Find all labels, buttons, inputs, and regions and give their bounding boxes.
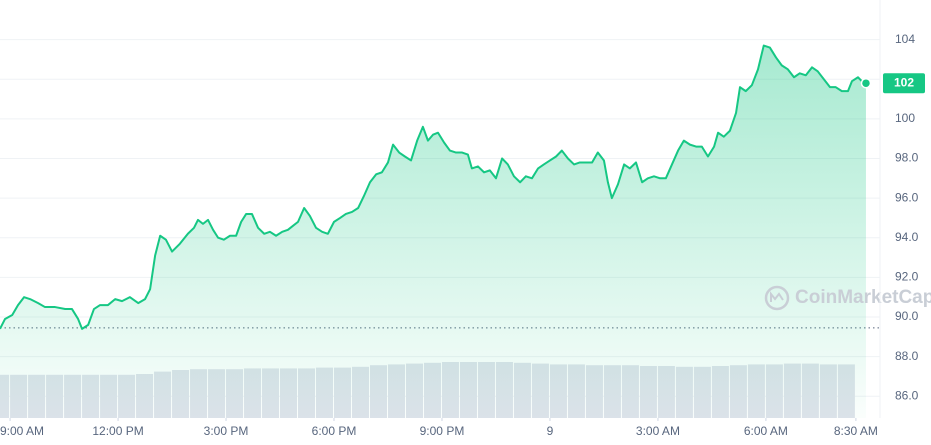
y-tick-label: 94.0: [895, 230, 919, 244]
x-tick-label: 9:00 AM: [0, 424, 44, 438]
price-tag: [883, 73, 925, 94]
plot: [0, 44, 880, 419]
x-tick-label: 6:00 AM: [744, 424, 788, 438]
watermark-logo: [764, 285, 790, 311]
axes: 86.0 88.0 90.0 92.0 94.0 96.0 98.0 100 102 104 9:0…: [0, 32, 925, 438]
y-tick-label: 86.0: [895, 388, 919, 402]
x-tick-label: 6:00 PM: [312, 424, 357, 438]
last-price-dot: [860, 77, 872, 89]
price-tag-label: 102: [894, 75, 914, 89]
x-tick-label: 12:00 PM: [92, 424, 143, 438]
x-tick-label: 9: [547, 424, 554, 438]
y-tick-label: 96.0: [895, 190, 919, 204]
y-tick-label: 100: [895, 111, 915, 125]
price-line: [0, 44, 866, 330]
x-tick-label: 9:00 PM: [420, 424, 465, 438]
y-tick-label: 98.0: [895, 151, 919, 165]
x-tick-label: 3:00 PM: [204, 424, 249, 438]
x-tick-label: 3:00 AM: [636, 424, 680, 438]
x-tick-label: 8:30 AM: [834, 424, 878, 438]
watermark: CoinMarketCap: [795, 287, 931, 308]
price-area: [0, 45, 866, 419]
y-tick-label: 88.0: [895, 349, 919, 363]
y-tick-label: 90.0: [895, 309, 919, 323]
y-tick-label: 104: [895, 32, 915, 46]
y-tick-label: 92.0: [895, 270, 919, 284]
